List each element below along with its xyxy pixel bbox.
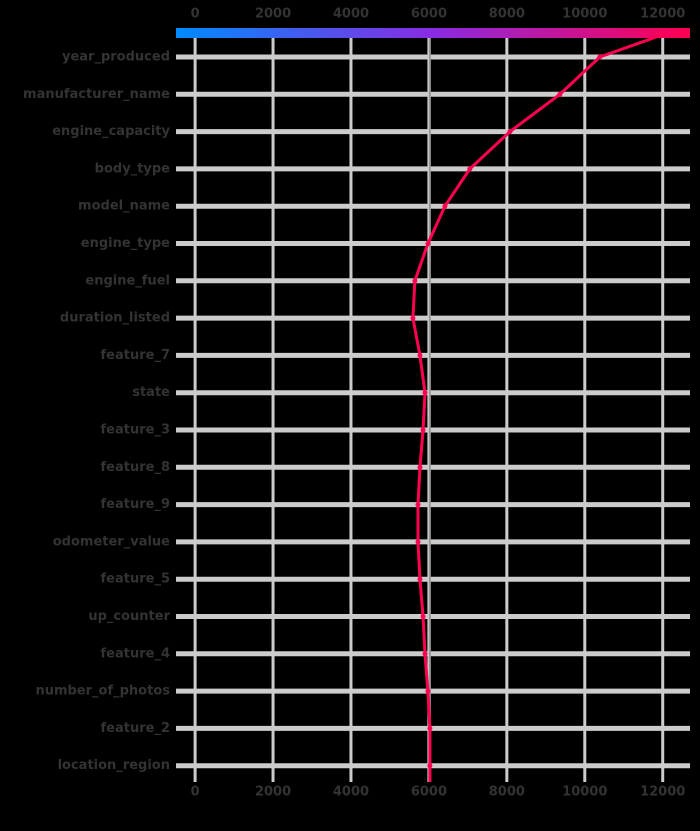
x-tick-label: 2000 bbox=[255, 785, 291, 800]
decision-point bbox=[420, 427, 426, 433]
decision-point bbox=[415, 502, 421, 508]
decision-point bbox=[597, 54, 603, 60]
x-tick-label: 10000 bbox=[562, 7, 607, 22]
x-tick-label: 12000 bbox=[640, 7, 685, 22]
decision-point bbox=[427, 763, 433, 769]
decision-point bbox=[417, 576, 423, 582]
decision-point bbox=[427, 725, 433, 731]
decision-point bbox=[507, 129, 513, 135]
decision-point bbox=[415, 539, 421, 545]
x-tick-label: 6000 bbox=[411, 785, 447, 800]
feature-label: up_counter bbox=[88, 609, 170, 624]
x-tick-label: 8000 bbox=[489, 785, 525, 800]
decision-point bbox=[557, 91, 563, 97]
feature-label: manufacturer_name bbox=[23, 87, 170, 102]
feature-label: number_of_photos bbox=[35, 684, 170, 699]
feature-label: body_type bbox=[95, 161, 171, 176]
feature-label: location_region bbox=[58, 758, 170, 773]
x-tick-label: 12000 bbox=[640, 785, 685, 800]
decision-point bbox=[467, 166, 473, 172]
x-tick-label: 6000 bbox=[411, 7, 447, 22]
decision-point bbox=[417, 352, 423, 358]
feature-label: model_name bbox=[78, 199, 170, 214]
x-tick-label: 8000 bbox=[489, 7, 525, 22]
feature-label: feature_4 bbox=[101, 646, 171, 661]
decision-point bbox=[417, 464, 423, 470]
feature-label: engine_type bbox=[81, 236, 170, 251]
feature-label: duration_listed bbox=[60, 311, 170, 326]
feature-label: feature_9 bbox=[101, 497, 171, 512]
feature-label: feature_7 bbox=[101, 348, 171, 363]
decision-point bbox=[442, 203, 448, 209]
x-tick-label: 4000 bbox=[333, 785, 369, 800]
feature-label: feature_2 bbox=[101, 721, 171, 736]
decision-point bbox=[422, 651, 428, 657]
x-tick-label: 4000 bbox=[333, 7, 369, 22]
feature-label: odometer_value bbox=[53, 534, 170, 549]
x-tick-label: 0 bbox=[191, 785, 200, 800]
feature-label: feature_8 bbox=[101, 460, 171, 475]
x-tick-label: 0 bbox=[191, 7, 200, 22]
feature-label: state bbox=[132, 385, 170, 400]
feature-label: feature_5 bbox=[101, 572, 171, 587]
decision-point bbox=[420, 614, 426, 619]
decision-point bbox=[425, 688, 431, 694]
feature-label: year_produced bbox=[62, 50, 170, 65]
decision-point bbox=[410, 315, 416, 321]
decision-point bbox=[425, 241, 431, 246]
x-tick-label: 10000 bbox=[562, 785, 607, 800]
x-tick-label: 2000 bbox=[255, 7, 291, 22]
feature-label: engine_fuel bbox=[85, 273, 170, 288]
feature-label: engine_capacity bbox=[52, 124, 170, 139]
decision-line bbox=[411, 32, 666, 782]
feature-label: feature_3 bbox=[101, 423, 171, 438]
colorbar bbox=[176, 28, 690, 38]
decision-point bbox=[412, 278, 418, 284]
decision-point bbox=[422, 390, 428, 396]
